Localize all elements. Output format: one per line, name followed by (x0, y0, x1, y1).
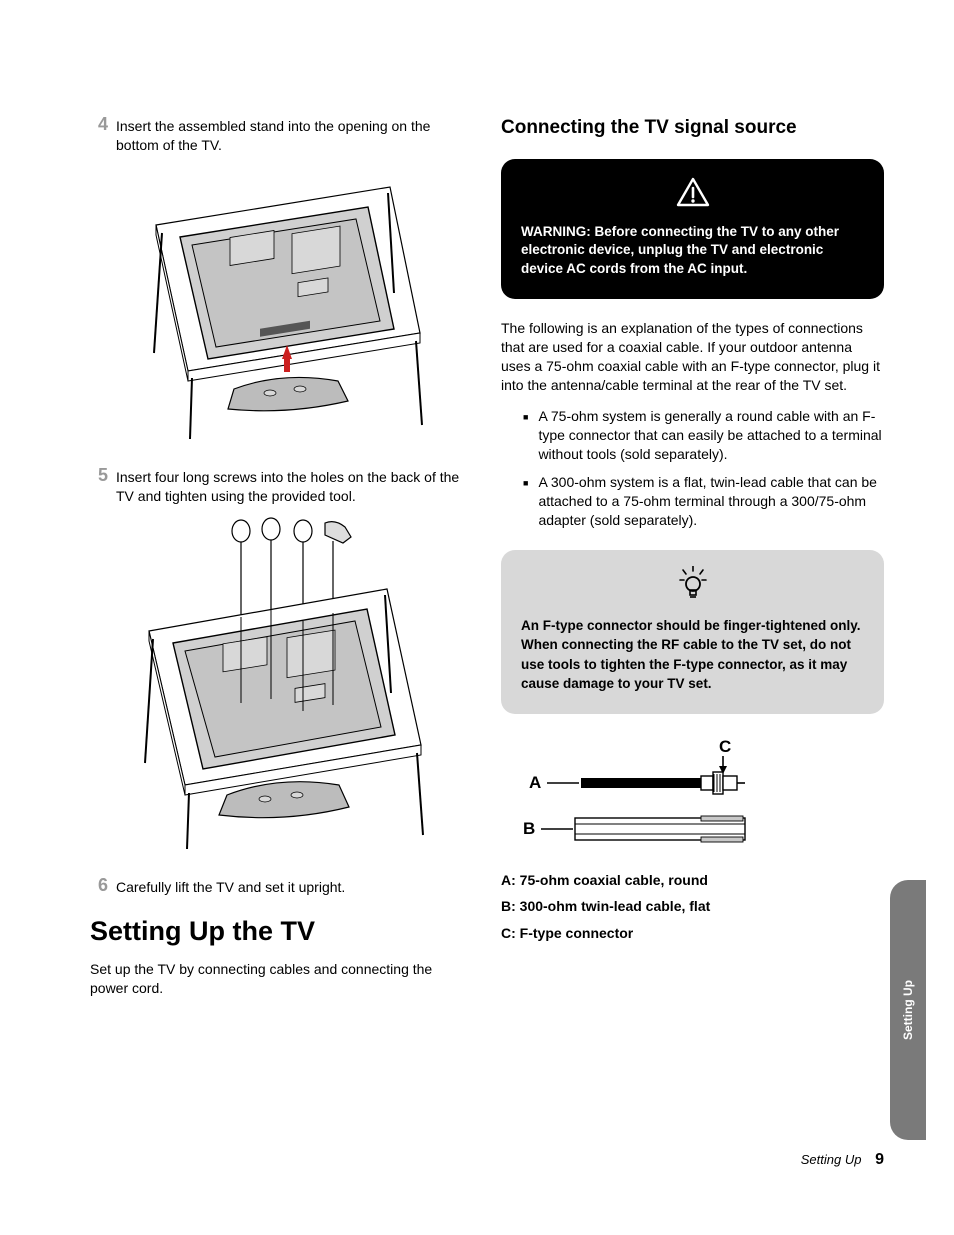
step-number: 6 (90, 876, 108, 897)
page-footer: Setting Up 9 (801, 1149, 884, 1171)
bullet-list: A 75-ohm system is generally a round cab… (501, 407, 884, 530)
bullet-2: A 300-ohm system is a flat, twin-lead ca… (538, 473, 884, 530)
warning-box: WARNING: Before connecting the TV to any… (501, 159, 884, 300)
footer-section: Setting Up (801, 1152, 862, 1167)
step-4: 4 Insert the assembled stand into the op… (90, 115, 473, 155)
left-column: 4 Insert the assembled stand into the op… (90, 115, 473, 1011)
tip-box: An F-type connector should be finger-tig… (501, 550, 884, 714)
step-number: 4 (90, 115, 108, 155)
diagram-label-a: A (529, 773, 541, 792)
page-content: 4 Insert the assembled stand into the op… (0, 0, 954, 1071)
side-tab-label: Setting Up (900, 980, 916, 1040)
step-text: Insert four long screws into the holes o… (116, 466, 473, 506)
step-number: 5 (90, 466, 108, 506)
bullet-1: A 75-ohm system is generally a round cab… (538, 407, 884, 464)
footer-page-number: 9 (875, 1151, 884, 1168)
heading-setting-up: Setting Up the TV (90, 913, 473, 949)
label-c: C: F-type connector (501, 920, 884, 947)
side-tab: Setting Up (890, 880, 926, 1140)
figure-stand-insert (90, 163, 473, 448)
warning-text: WARNING: Before connecting the TV to any… (521, 223, 864, 280)
cable-diagram: C A B (501, 736, 884, 861)
step-6: 6 Carefully lift the TV and set it uprig… (90, 876, 473, 897)
label-b: B: 300-ohm twin-lead cable, flat (501, 893, 884, 920)
body-text: The following is an explanation of the t… (501, 319, 884, 395)
tip-text: An F-type connector should be finger-tig… (521, 616, 864, 694)
cable-labels: A: 75-ohm coaxial cable, round B: 300-oh… (501, 867, 884, 947)
intro-text: Set up the TV by connecting cables and c… (90, 960, 473, 998)
label-a: A: 75-ohm coaxial cable, round (501, 867, 884, 894)
lightbulb-icon (521, 566, 864, 606)
step-text: Carefully lift the TV and set it upright… (116, 876, 473, 897)
diagram-label-c: C (719, 737, 731, 756)
step-5: 5 Insert four long screws into the holes… (90, 466, 473, 506)
warning-icon (521, 177, 864, 213)
figure-screws (90, 513, 473, 858)
heading-connecting: Connecting the TV signal source (501, 115, 884, 141)
step-text: Insert the assembled stand into the open… (116, 115, 473, 155)
right-column: Connecting the TV signal source WARNING:… (501, 115, 884, 1011)
diagram-label-b: B (523, 819, 535, 838)
